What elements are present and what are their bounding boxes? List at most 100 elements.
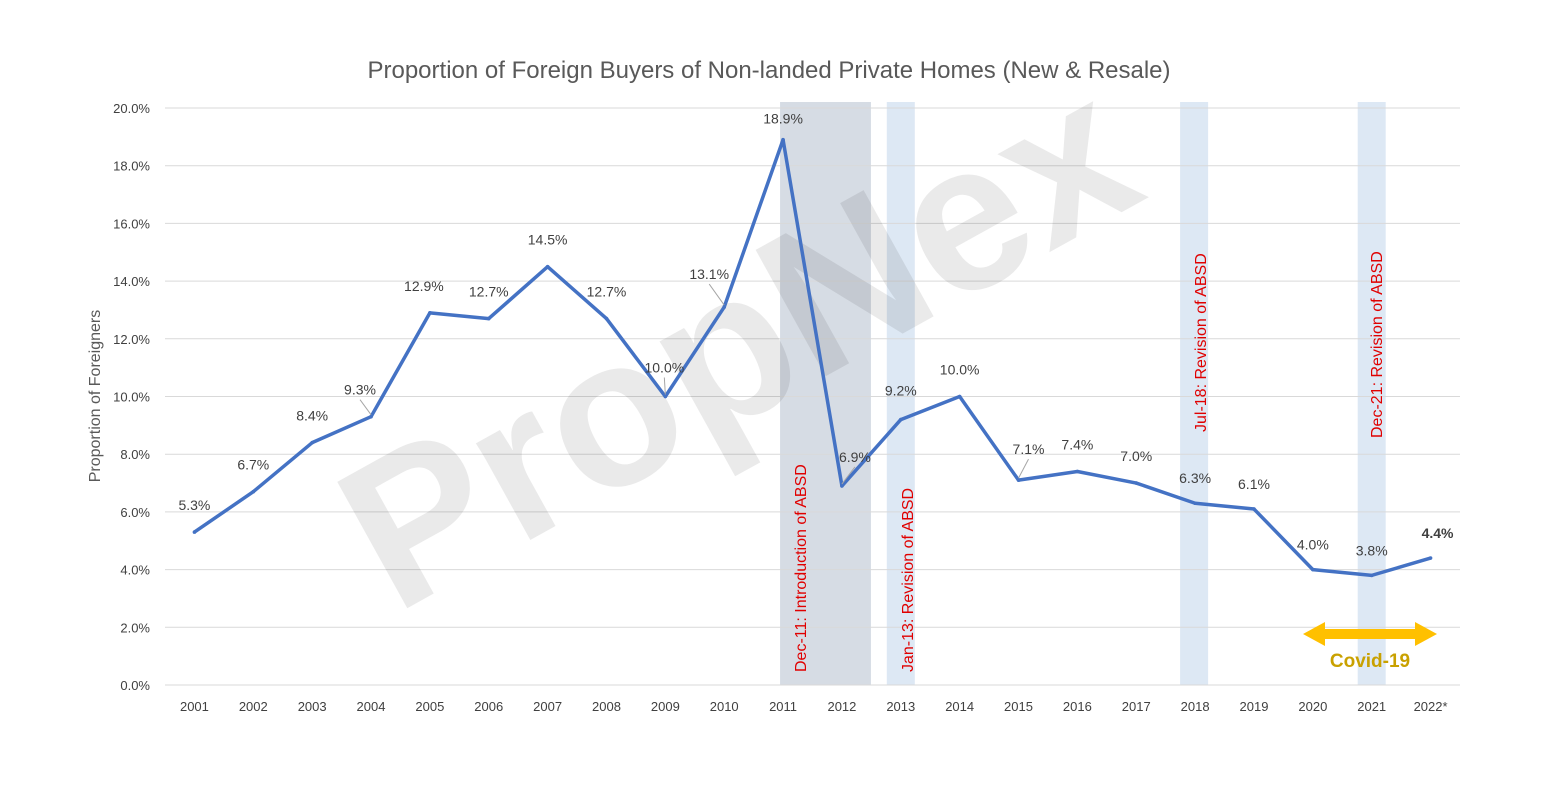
data-point	[1252, 507, 1256, 511]
x-tick-label: 2014	[945, 699, 974, 714]
data-point	[192, 530, 197, 534]
data-point	[428, 311, 432, 315]
annotation-label: Jul-18: Revision of ABSD	[1193, 253, 1210, 432]
data-label: 12.7%	[469, 284, 509, 300]
y-tick-label: 18.0%	[113, 159, 150, 174]
band-2021	[1357, 102, 1386, 685]
watermark: PropNex	[303, 30, 1172, 654]
x-tick-label: 2011	[769, 699, 797, 714]
data-label: 5.3%	[178, 497, 210, 513]
y-tick-label: 16.0%	[113, 216, 150, 231]
data-label: 6.7%	[237, 457, 269, 473]
data-label: 6.1%	[1238, 476, 1270, 492]
leader-line	[1018, 458, 1029, 479]
x-tick-label: 2001	[180, 699, 209, 714]
x-tick-label: 2018	[1181, 699, 1210, 714]
covid-double-arrow	[1303, 622, 1437, 646]
x-tick-label: 2020	[1298, 699, 1327, 714]
data-label: 4.0%	[1297, 537, 1329, 553]
data-point	[1075, 469, 1080, 474]
x-tick-label: 2009	[651, 699, 680, 714]
data-point	[1369, 573, 1374, 578]
data-label: 8.4%	[296, 408, 328, 424]
data-label: 12.9%	[404, 278, 444, 294]
data-label: 7.1%	[1013, 441, 1045, 457]
x-tick-label: 2021	[1357, 699, 1386, 714]
data-point	[898, 417, 903, 422]
annotation-label: Dec-11: Introduction of ABSD	[793, 464, 810, 672]
data-point	[486, 316, 491, 321]
data-label: 6.9%	[839, 449, 871, 465]
y-tick-label: 0.0%	[120, 678, 150, 693]
data-point	[1311, 567, 1315, 572]
data-label: 7.4%	[1061, 437, 1093, 453]
x-tick-label: 2022*	[1414, 699, 1448, 714]
data-label: 7.0%	[1120, 448, 1152, 464]
data-point	[1134, 481, 1139, 485]
x-tick-label: 2016	[1063, 699, 1092, 714]
x-tick-label: 2019	[1240, 699, 1269, 714]
data-point	[663, 394, 668, 399]
policy-bands	[780, 102, 1386, 685]
data-point	[722, 305, 727, 309]
y-tick-label: 6.0%	[120, 505, 150, 520]
x-tick-label: 2010	[710, 699, 739, 714]
band-2018	[1180, 102, 1209, 685]
x-tick-label: 2004	[357, 699, 386, 714]
data-label: 3.8%	[1356, 542, 1388, 558]
data-point	[957, 394, 962, 399]
data-point	[369, 414, 373, 419]
x-tick-label: 2007	[533, 699, 562, 714]
leader-line	[359, 399, 372, 415]
data-point	[545, 264, 550, 269]
data-label: 18.9%	[763, 111, 803, 127]
covid-annotation: Covid-19	[1303, 622, 1437, 672]
band-2013	[886, 102, 915, 685]
data-label: 10.0%	[940, 362, 980, 378]
data-label: 10.0%	[644, 360, 684, 376]
y-tick-label: 4.0%	[120, 563, 150, 578]
data-point	[1193, 501, 1197, 506]
x-tick-labels: 2001 2002 2003 2004 2005 2006 2007 2008 2009 2010…	[180, 699, 1448, 714]
leader-line	[841, 466, 856, 485]
leader-line	[663, 377, 666, 395]
annotation-label: Jan-13: Revision of ABSD	[900, 488, 917, 672]
covid-label: Covid-19	[1330, 651, 1410, 672]
event-annotations: Dec-11: Introduction of ABSD Jan-13: Revi…	[793, 251, 1386, 672]
data-label: 13.1%	[689, 266, 729, 282]
x-tick-label: 2008	[592, 699, 621, 714]
y-tick-label: 20.0%	[113, 101, 150, 116]
series-polyline	[193, 137, 1432, 578]
data-point	[604, 316, 609, 321]
data-labels: 5.3% 6.7% 8.4% 9.3% 12.9% 12.7% 14.5% 12.7% 10.0…	[178, 111, 1454, 559]
data-point	[840, 484, 844, 488]
gridlines	[165, 107, 1460, 686]
leader-line	[708, 283, 725, 306]
data-point	[1016, 478, 1021, 482]
y-tick-label: 8.0%	[120, 447, 150, 462]
data-point	[310, 440, 314, 445]
y-tick-label: 2.0%	[120, 620, 150, 635]
data-point	[251, 489, 256, 494]
y-tick-labels: 0.0% 2.0% 4.0% 6.0% 8.0% 10.0% 12.0% 14.0% 16.0%…	[113, 101, 150, 693]
x-tick-label: 2013	[886, 699, 915, 714]
annotation-label: Dec-21: Revision of ABSD	[1369, 251, 1386, 438]
x-tick-label: 2012	[827, 699, 856, 714]
data-label: 9.2%	[885, 383, 917, 399]
chart-title: Proportion of Foreign Buyers of Non-land…	[367, 57, 1170, 84]
x-tick-label: 2006	[474, 699, 503, 714]
data-label: 6.3%	[1179, 470, 1211, 486]
x-tick-label: 2002	[239, 699, 268, 714]
data-point	[781, 137, 785, 142]
y-tick-label: 14.0%	[113, 274, 150, 289]
series-line	[192, 137, 1433, 578]
data-point	[1428, 556, 1433, 560]
x-tick-label: 2005	[415, 699, 444, 714]
data-label: 9.3%	[344, 382, 376, 398]
x-tick-label: 2015	[1004, 699, 1033, 714]
x-tick-label: 2003	[298, 699, 327, 714]
data-label: 14.5%	[528, 232, 568, 248]
y-tick-label: 10.0%	[113, 390, 150, 405]
x-tick-label: 2017	[1122, 699, 1151, 714]
